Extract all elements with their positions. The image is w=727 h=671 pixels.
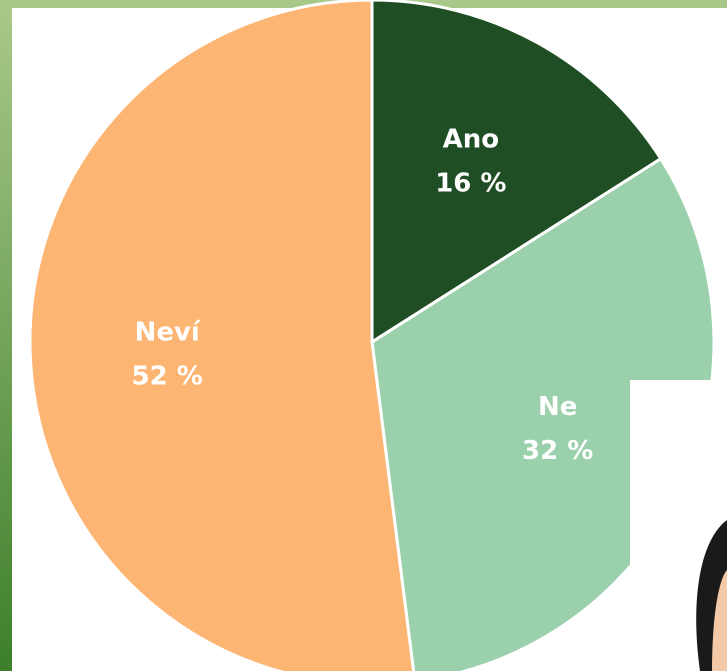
photo-overlay [630, 380, 727, 671]
pie: Ano 16 % Ne 32 % Neví 52 % [28, 0, 716, 671]
slice-value-label: 16 % [435, 169, 506, 199]
slice-label: Ne [538, 392, 577, 422]
slice-value-label: 32 % [522, 436, 593, 466]
slice-label: Neví [135, 317, 202, 347]
slice-label: Ano [443, 125, 500, 155]
pie-slice [28, 0, 416, 671]
pie-slice [370, 0, 663, 345]
slice-value-label: 52 % [132, 361, 203, 391]
